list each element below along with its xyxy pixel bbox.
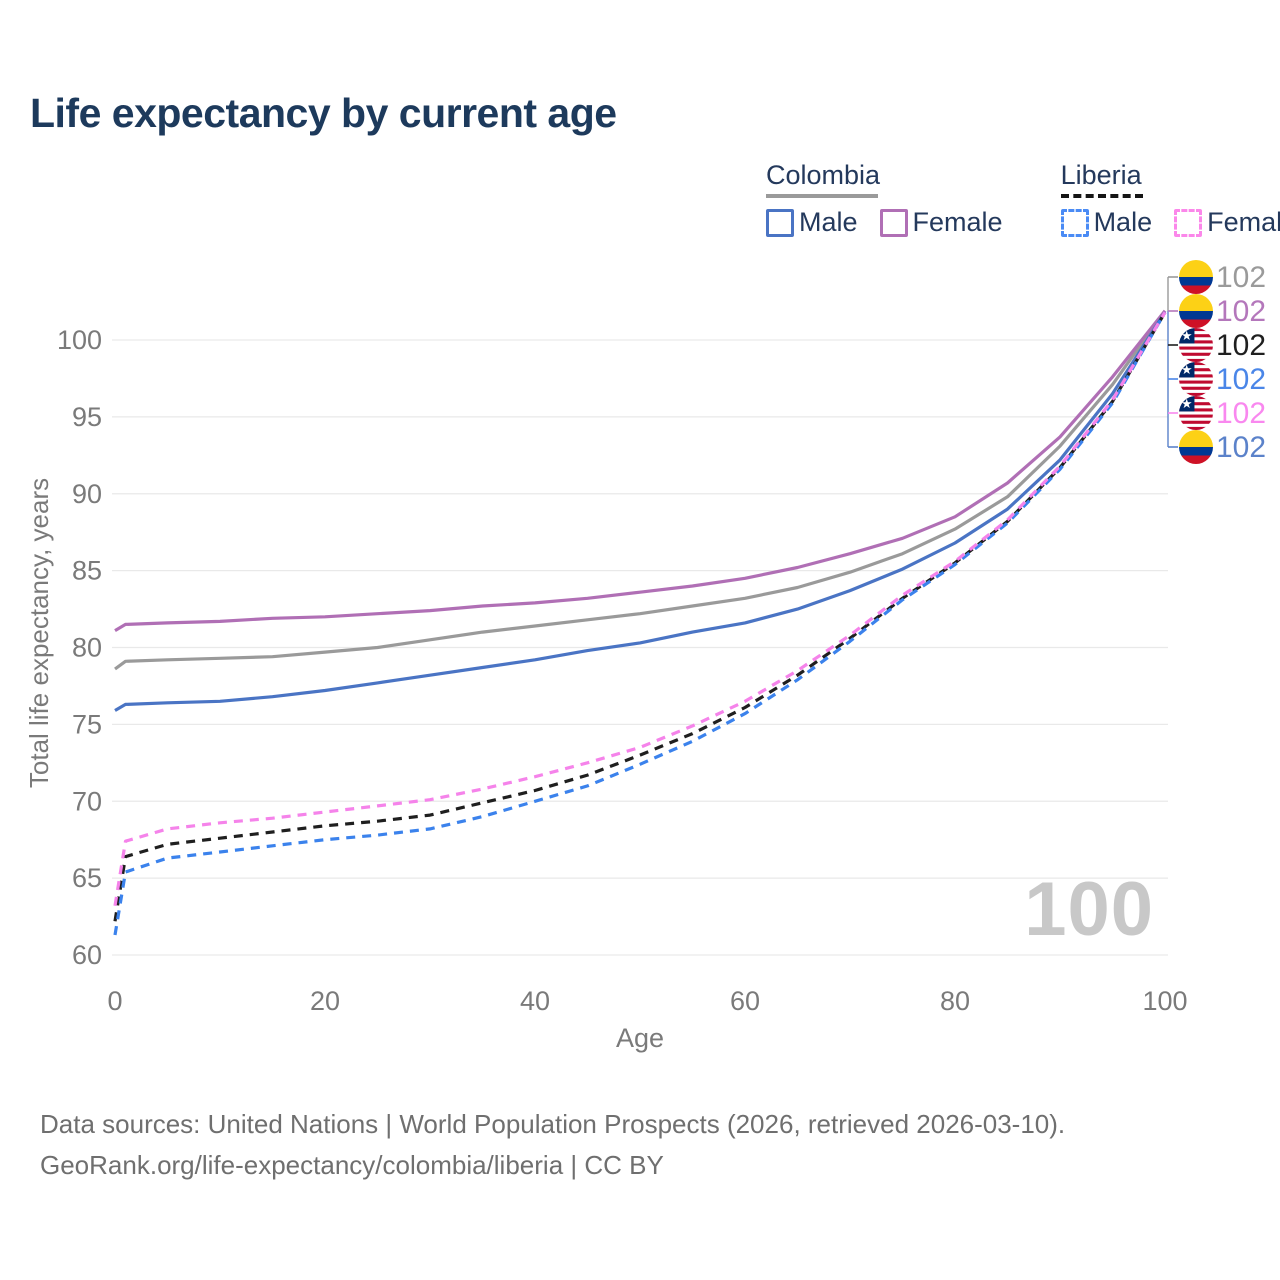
legend-group-liberia: Liberia Male Female bbox=[1060, 160, 1280, 238]
svg-text:★: ★ bbox=[1181, 362, 1193, 377]
y-tick-label-60: 60 bbox=[72, 940, 102, 970]
legend-label-colombia-male[interactable]: Male bbox=[799, 207, 858, 237]
legend-group-label-liberia: Liberia bbox=[1060, 160, 1142, 190]
footer-attribution: GeoRank.org/life-expectancy/colombia/lib… bbox=[40, 1150, 664, 1180]
end-value-label-liberia-male: 102 bbox=[1216, 363, 1266, 396]
y-tick-label-75: 75 bbox=[72, 709, 102, 739]
liberia-female-swatch-icon[interactable] bbox=[1174, 208, 1203, 237]
series-line-liberia-total bbox=[113, 311, 1167, 922]
legend-label-colombia-female[interactable]: Female bbox=[912, 207, 1003, 237]
y-axis-title: Total life expectancy, years bbox=[24, 478, 54, 788]
hovered-age-indicator: 100 bbox=[1024, 867, 1154, 952]
x-axis-title: Age bbox=[616, 1023, 664, 1053]
legend-group-colombia: Colombia Male Female bbox=[766, 160, 1003, 238]
liberia-flag-icon: ★ bbox=[1179, 396, 1213, 430]
legend-toggle-colombia-male[interactable]: Male bbox=[766, 207, 858, 238]
chart-legend: Colombia Male Female Liberia Male Female bbox=[766, 160, 1280, 238]
end-value-label-colombia-total: 102 bbox=[1216, 261, 1266, 294]
y-tick-label-95: 95 bbox=[72, 402, 102, 432]
end-value-label-colombia-female: 102 bbox=[1216, 295, 1266, 328]
colombia-female-swatch-icon[interactable] bbox=[879, 208, 908, 237]
legend-toggle-liberia-female[interactable]: Female bbox=[1174, 207, 1280, 238]
chart-footer: Data sources: United Nations | World Pop… bbox=[40, 1104, 1065, 1186]
colombia-flag-icon bbox=[1179, 430, 1213, 464]
series-line-colombia-female bbox=[114, 309, 1167, 632]
svg-text:★: ★ bbox=[1181, 328, 1193, 343]
end-value-label-colombia-male: 102 bbox=[1216, 431, 1266, 464]
x-tick-label-60: 60 bbox=[730, 986, 760, 1016]
svg-text:★: ★ bbox=[1181, 396, 1193, 411]
legend-group-label-colombia: Colombia bbox=[766, 160, 881, 190]
footer-data-sources: Data sources: United Nations | World Pop… bbox=[40, 1109, 1066, 1139]
liberia-male-swatch-icon[interactable] bbox=[1060, 208, 1089, 237]
x-tick-label-0: 0 bbox=[107, 986, 122, 1016]
colombia-line-style-sample bbox=[766, 194, 878, 198]
y-tick-label-80: 80 bbox=[72, 633, 102, 663]
y-tick-label-65: 65 bbox=[72, 863, 102, 893]
end-value-label-liberia-total: 102 bbox=[1216, 329, 1266, 362]
series-line-colombia-male bbox=[114, 311, 1167, 712]
legend-toggle-colombia-female[interactable]: Female bbox=[879, 207, 1003, 238]
y-tick-label-90: 90 bbox=[72, 479, 102, 509]
x-tick-label-40: 40 bbox=[520, 986, 550, 1016]
liberia-line-style-sample bbox=[1060, 194, 1143, 198]
chart-canvas[interactable]: 60 65 70 75 80 85 90 95 100 0 20 40 60 80 100 Age Total … bbox=[0, 0, 1280, 1080]
y-tick-label-85: 85 bbox=[72, 556, 102, 586]
colombia-flag-icon bbox=[1179, 294, 1213, 328]
liberia-flag-icon: ★ bbox=[1179, 328, 1213, 362]
x-tick-label-20: 20 bbox=[310, 986, 340, 1016]
colombia-male-swatch-icon[interactable] bbox=[766, 208, 794, 237]
page-title: Life expectancy by current age bbox=[30, 90, 617, 136]
series-line-liberia-male bbox=[113, 311, 1167, 936]
series-line-liberia-female bbox=[113, 311, 1167, 907]
legend-label-liberia-female[interactable]: Female bbox=[1207, 207, 1280, 237]
y-tick-label-100: 100 bbox=[57, 325, 102, 355]
series-line-colombia-total bbox=[114, 309, 1167, 671]
legend-label-liberia-male[interactable]: Male bbox=[1093, 207, 1153, 237]
liberia-flag-icon: ★ bbox=[1179, 362, 1213, 396]
x-tick-label-80: 80 bbox=[940, 986, 970, 1016]
x-tick-label-100: 100 bbox=[1142, 986, 1187, 1016]
legend-toggle-liberia-male[interactable]: Male bbox=[1060, 207, 1153, 238]
colombia-flag-icon bbox=[1179, 260, 1213, 294]
y-tick-label-70: 70 bbox=[72, 786, 102, 816]
end-value-label-liberia-female: 102 bbox=[1216, 397, 1266, 430]
